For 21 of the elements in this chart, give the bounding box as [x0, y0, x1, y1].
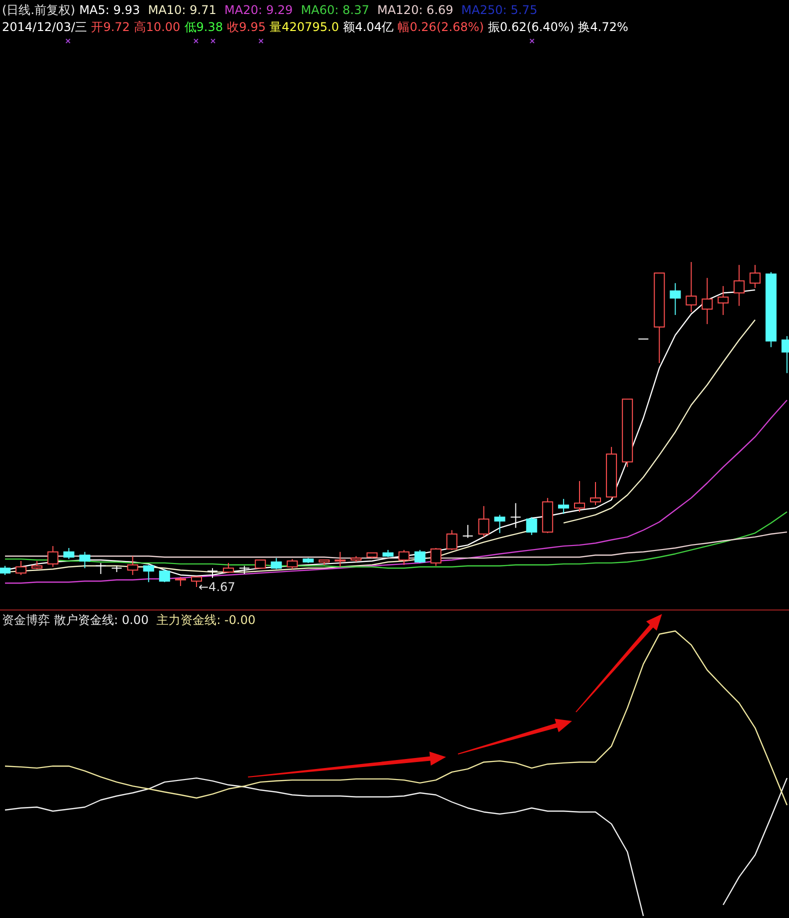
candlestick	[686, 262, 697, 313]
candlestick	[718, 286, 729, 316]
candlestick	[510, 502, 522, 528]
text: MA10: 9.71	[148, 3, 216, 17]
text: MA120: 6.69	[377, 3, 454, 17]
chart-title: 资金博弈	[2, 613, 50, 627]
candlestick	[750, 264, 761, 288]
text: 散户资金线: 0.00	[54, 613, 149, 627]
chart-title: (日线.前复权)	[2, 3, 76, 17]
candlestick	[127, 556, 138, 576]
candlestick	[734, 264, 745, 306]
text: MA60: 8.37	[300, 3, 370, 17]
text: MA5: 9.93	[79, 3, 140, 17]
text: MA250: 5.75	[461, 3, 538, 17]
candlestick	[702, 277, 713, 325]
annotation: ←4.67	[198, 580, 236, 594]
text: 2014/12/03/三 开9.72 高10.00 低9.38 收9.95 量420795.0 额4.04亿 幅0.26(2.68%) 振0.62(6.40%) 换4.72%	[2, 20, 628, 34]
candlestick	[670, 282, 681, 316]
text: 主力资金线: -0.00	[156, 613, 256, 627]
text: MA20: 9.29	[224, 3, 293, 17]
candlestick	[334, 551, 346, 568]
